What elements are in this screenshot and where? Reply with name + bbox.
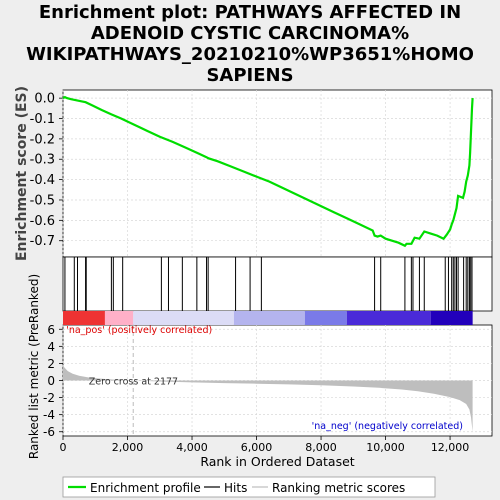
metric-xtick-label: 8,000: [305, 441, 337, 454]
colorbar-segment: [305, 311, 347, 325]
es-ytick-label: -0.5: [30, 193, 55, 208]
metric-xtick-label: 10,000: [366, 441, 405, 454]
hits-panel: [63, 257, 492, 311]
pos-correlated-label: 'na_pos' (positively correlated): [66, 325, 212, 336]
metric-ytick-label: 6: [47, 323, 55, 337]
metric-xtick-label: 0: [60, 441, 67, 454]
metric-xtick-label: 2,000: [112, 441, 144, 454]
colorbar-segment: [63, 311, 105, 325]
metric-ytick-label: -6: [43, 425, 55, 439]
es-ytick-label: -0.7: [30, 234, 55, 249]
metric-ytick-label: -4: [43, 408, 55, 422]
metric-ytick-label: 2: [47, 357, 55, 371]
metric-ytick-label: 0: [47, 374, 55, 388]
colorbar-segment: [234, 311, 305, 325]
metric-xtick-label: 12,000: [431, 441, 470, 454]
metric-xtick-label: 6,000: [241, 441, 273, 454]
legend-hits-label: Hits: [224, 481, 247, 495]
legend-es-label: Enrichment profile: [90, 481, 201, 495]
metric-xlabel: Rank in Ordered Dataset: [200, 454, 354, 469]
legend-metric-label: Ranking metric scores: [272, 481, 405, 495]
es-ytick-label: -0.3: [30, 153, 55, 168]
es-ytick-label: -0.4: [30, 173, 55, 188]
metric-ylabel: Ranked list metric (PreRanked): [27, 274, 41, 459]
zero-cross-label: Zero cross at 2177: [89, 377, 178, 388]
colorbar-segment: [105, 311, 133, 325]
metric-ytick-label: -2: [43, 391, 55, 405]
colorbar-segment: [133, 311, 234, 325]
metric-ytick-label: 4: [47, 340, 55, 354]
es-ytick-label: -0.2: [30, 132, 55, 147]
metric-xtick-label: 4,000: [176, 441, 208, 454]
es-ytick-label: 0.0: [34, 92, 55, 107]
neg-correlated-label: 'na_neg' (negatively correlated): [312, 421, 463, 432]
es-ytick-label: -0.6: [30, 214, 55, 229]
colorbar-segment: [431, 311, 473, 325]
es-ytick-label: -0.1: [30, 112, 55, 127]
colorbar-segment: [347, 311, 431, 325]
es-ylabel: Enrichment score (ES): [14, 86, 30, 261]
